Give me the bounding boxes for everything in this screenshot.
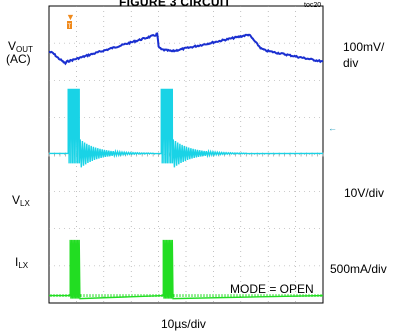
ilx-label-sub: LX [18, 261, 29, 270]
x-axis-scale-label: 10µs/div [161, 317, 206, 331]
vout-label-sub: OUT [16, 45, 33, 54]
vout-label-main: V [8, 39, 17, 53]
ilx-label: ILX [15, 255, 28, 273]
vout-trace [48, 32, 324, 66]
chart-title: FIGURE 3 CIRCUIT [119, 0, 232, 9]
svg-text:▼: ▼ [66, 12, 75, 22]
vout-ac-label: (AC) [6, 52, 31, 66]
vlx-scale: 10V/div [344, 186, 385, 200]
trigger-marker-icon: ▼ T [66, 12, 75, 30]
vlx-label-main: V [12, 193, 21, 207]
vlx-trace [49, 88, 324, 168]
plot-traces [48, 32, 324, 300]
ilx-trace [49, 239, 324, 300]
ilx-scale: 500mA/div [330, 262, 387, 276]
ilx-label-main: I [15, 255, 19, 269]
vout-scale-line2: div [343, 56, 359, 70]
vout-scale-line1: 100mV/ [343, 40, 385, 54]
toc-label: toc20 [304, 2, 322, 9]
vlx-label: VLX [12, 193, 30, 211]
vout-label: VOUT [8, 39, 33, 57]
channel-ground-marker-icon: ← [328, 123, 337, 133]
vlx-label-sub: LX [20, 199, 30, 208]
mode-annotation: MODE = OPEN [230, 282, 314, 296]
svg-text:T: T [68, 24, 72, 30]
